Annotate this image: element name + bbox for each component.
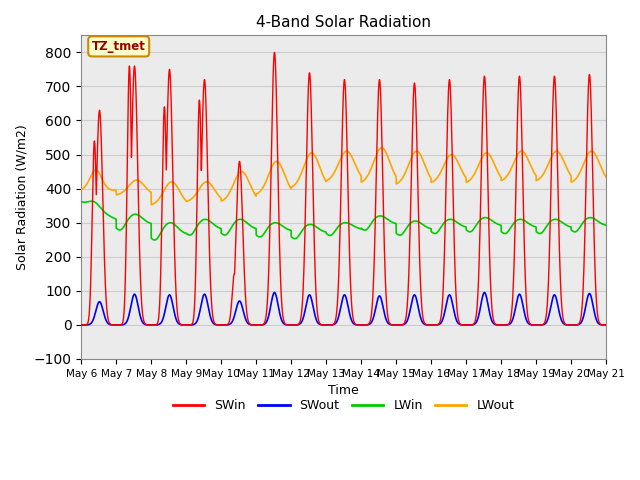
X-axis label: Time: Time [328,384,359,397]
Legend: SWin, SWout, LWin, LWout: SWin, SWout, LWin, LWout [168,395,519,418]
Text: TZ_tmet: TZ_tmet [92,40,146,53]
Y-axis label: Solar Radiation (W/m2): Solar Radiation (W/m2) [15,124,28,270]
Title: 4-Band Solar Radiation: 4-Band Solar Radiation [256,15,431,30]
